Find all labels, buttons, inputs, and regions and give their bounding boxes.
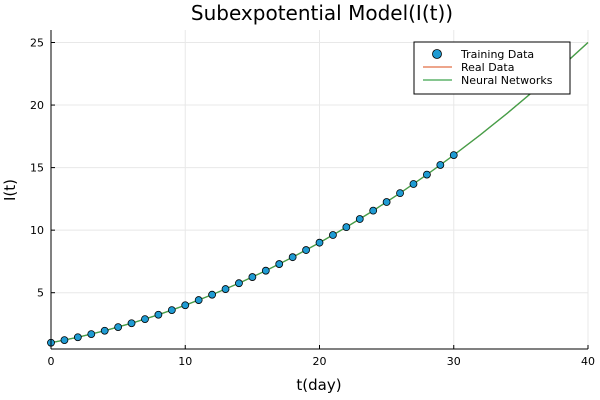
legend: Training Data Real Data Neural Networks (413, 41, 571, 95)
training-data-point (329, 231, 337, 239)
training-data-point (342, 223, 351, 232)
training-data-point (382, 198, 391, 206)
training-data-point (194, 296, 203, 304)
training-data-point (315, 238, 324, 247)
plot-area (47, 42, 589, 347)
y-tick-label: 5 (37, 287, 44, 300)
y-tick-label: 10 (30, 224, 44, 237)
y-tick-label: 20 (30, 99, 44, 112)
x-tick-label: 10 (178, 355, 192, 368)
legend-label-training-data: Training Data (460, 48, 534, 61)
training-data-point (396, 189, 404, 198)
training-data-point (127, 319, 136, 328)
training-data-point (235, 279, 243, 288)
x-axis-label: t(day) (296, 376, 341, 394)
training-data-point (73, 333, 82, 342)
y-axis-label: I(t) (1, 179, 19, 201)
legend-label-real-data: Real Data (461, 61, 514, 74)
training-data-point (100, 326, 109, 335)
x-tick-label: 40 (581, 355, 595, 368)
training-data-point (248, 273, 257, 281)
training-data-point (409, 180, 418, 188)
legend-label-neural-networks: Neural Networks (461, 74, 553, 87)
y-tick-label: 25 (30, 37, 44, 50)
x-tick-label: 0 (48, 355, 55, 368)
training-data-point (141, 315, 149, 324)
training-data-point (288, 253, 297, 262)
training-data-point (449, 151, 458, 159)
chart-title: Subexpotential Model(I(t)) (191, 1, 453, 25)
training-data-point (436, 161, 445, 169)
training-data-point (261, 266, 270, 275)
training-data-point (221, 285, 230, 293)
tick-labels: 0 10 20 30 40 5 10 15 20 25 (30, 37, 595, 368)
training-data-point (181, 301, 190, 310)
training-data-point (154, 310, 163, 319)
training-data-point (422, 170, 431, 179)
legend-marker-training-data (432, 49, 442, 59)
training-data-point (208, 290, 217, 299)
x-tick-label: 30 (447, 355, 461, 368)
training-data-point (114, 323, 123, 332)
training-data-point (302, 246, 310, 254)
training-data-point (275, 260, 284, 268)
training-data-point (167, 306, 176, 314)
x-tick-label: 20 (313, 355, 327, 368)
y-tick-label: 15 (30, 162, 44, 175)
training-data-point (60, 336, 69, 345)
training-data-point (369, 206, 378, 215)
training-data-point (87, 330, 96, 339)
training-data-point (355, 215, 364, 223)
